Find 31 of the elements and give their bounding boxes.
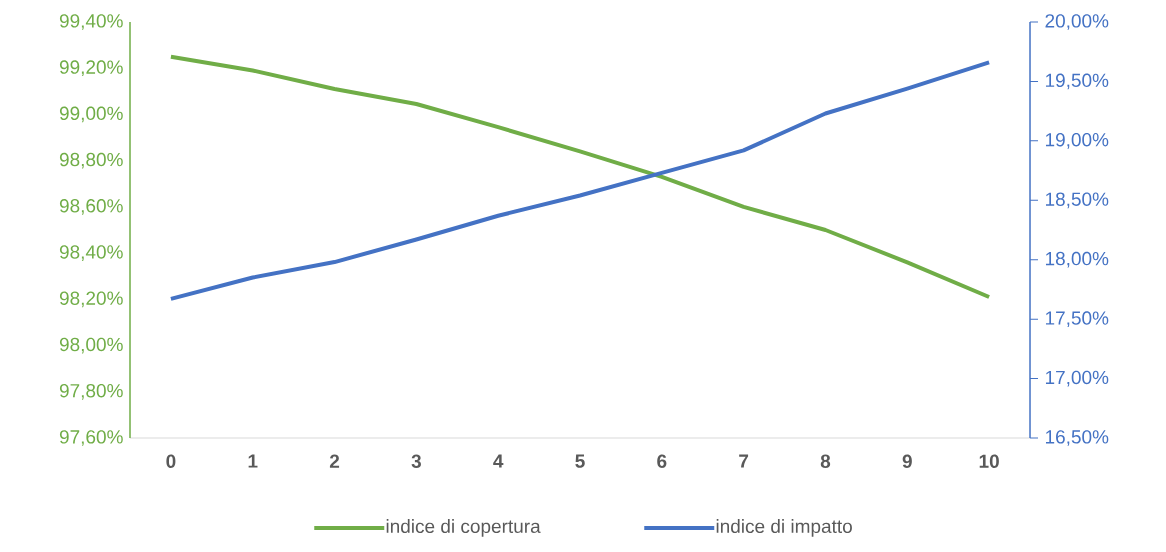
y-tick-label: 98,60% bbox=[59, 199, 123, 215]
y2-tick-label: 19,50% bbox=[1045, 73, 1109, 90]
y-tick-label: 99,40% bbox=[59, 14, 123, 30]
legend-label: indice di copertura bbox=[386, 519, 541, 537]
legend-label: indice di impatto bbox=[716, 519, 852, 537]
y2-tick-label: 16,50% bbox=[1045, 430, 1109, 446]
y2-tick-label: 17,00% bbox=[1045, 370, 1109, 387]
x-tick-label: 8 bbox=[820, 454, 831, 468]
x-tick-label: 1 bbox=[248, 454, 258, 468]
y-tick-label: 97,60% bbox=[59, 430, 123, 446]
x-tick-label: 6 bbox=[657, 454, 667, 468]
x-tick-label: 4 bbox=[493, 454, 504, 468]
y2-tick-label: 18,50% bbox=[1045, 192, 1109, 209]
x-tick-label: 2 bbox=[329, 454, 340, 468]
y-tick-label: 98,00% bbox=[59, 337, 123, 354]
y-tick-label: 97,80% bbox=[59, 383, 123, 400]
x-tick-label: 9 bbox=[902, 454, 912, 468]
y-tick-label: 98,20% bbox=[59, 291, 123, 308]
y2-tick-label: 20,00% bbox=[1045, 14, 1109, 30]
x-tick-label: 7 bbox=[739, 454, 749, 468]
y2-tick-label: 18,00% bbox=[1045, 251, 1109, 268]
x-tick-label: 5 bbox=[575, 454, 585, 468]
y2-tick-label: 17,50% bbox=[1045, 311, 1109, 327]
y-tick-label: 98,40% bbox=[59, 245, 123, 261]
y-tick-label: 99,20% bbox=[59, 60, 123, 77]
y-tick-label: 99,00% bbox=[59, 106, 123, 123]
x-tick-label: 0 bbox=[166, 454, 176, 468]
y2-tick-label: 19,00% bbox=[1045, 133, 1109, 149]
x-tick-label: 10 bbox=[979, 454, 999, 468]
x-tick-label: 3 bbox=[411, 454, 421, 469]
y-tick-label: 98,80% bbox=[59, 152, 123, 169]
